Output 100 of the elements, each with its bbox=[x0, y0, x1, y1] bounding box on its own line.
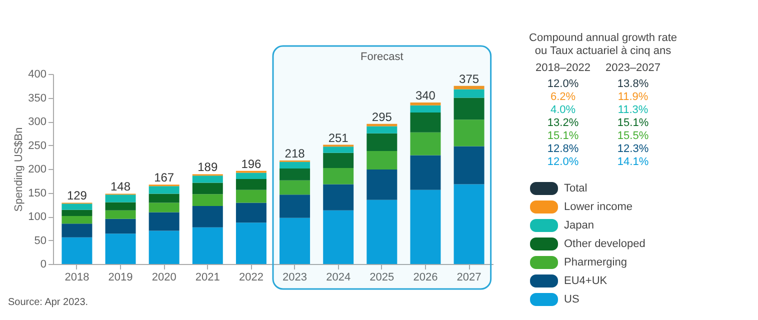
bar bbox=[366, 150, 398, 170]
y-tick-label: 150 bbox=[28, 187, 46, 200]
text: 6.2% bbox=[550, 91, 576, 103]
bar bbox=[62, 204, 92, 210]
bar bbox=[454, 120, 484, 146]
band-label: Forecast bbox=[360, 51, 404, 63]
total-label: 375 bbox=[459, 72, 480, 86]
legend-label: Total bbox=[564, 182, 588, 194]
text: 15.5% bbox=[617, 130, 649, 142]
text: 12.3% bbox=[617, 143, 649, 155]
bar bbox=[105, 218, 136, 234]
x-tick-label: 2027 bbox=[456, 272, 482, 284]
text: 12.8% bbox=[547, 143, 579, 155]
text: 2023–2027 bbox=[605, 62, 661, 74]
text: 2018–2022 bbox=[535, 62, 591, 74]
bar bbox=[192, 182, 223, 194]
bar bbox=[280, 218, 310, 264]
text: 4.0% bbox=[550, 104, 576, 116]
total-label: 129 bbox=[66, 188, 88, 203]
text: Compound annual growth rate bbox=[529, 32, 677, 44]
bar bbox=[366, 133, 398, 151]
x-tick-label: 2026 bbox=[413, 272, 438, 284]
legend-label: Other developed bbox=[564, 238, 646, 250]
y-tick-label: 100 bbox=[28, 211, 46, 223]
bar bbox=[410, 190, 441, 264]
text: 14.1% bbox=[617, 156, 649, 168]
text: ou Taux actuariel à cinq ans bbox=[534, 45, 672, 57]
bar bbox=[454, 184, 484, 264]
bar bbox=[280, 180, 310, 195]
text: 13.2% bbox=[547, 117, 579, 129]
bar bbox=[148, 194, 180, 203]
bar bbox=[148, 230, 180, 264]
bar bbox=[105, 202, 136, 210]
total-label: 218 bbox=[284, 146, 306, 160]
bar bbox=[192, 194, 223, 206]
bar bbox=[410, 155, 441, 190]
y-tick-label: 0 bbox=[40, 258, 46, 270]
bar bbox=[366, 200, 398, 264]
bar bbox=[192, 176, 223, 183]
bar bbox=[148, 186, 180, 194]
bar bbox=[105, 194, 136, 202]
total-label: 295 bbox=[372, 110, 392, 124]
text: 13.8% bbox=[617, 78, 649, 90]
bar bbox=[62, 210, 92, 216]
total-label: 340 bbox=[415, 88, 436, 102]
total-label: 196 bbox=[241, 156, 262, 171]
x-tick-label: 2021 bbox=[195, 272, 220, 284]
total-label: 148 bbox=[110, 180, 131, 194]
bar bbox=[236, 172, 266, 179]
bar bbox=[280, 162, 310, 169]
bar bbox=[236, 178, 266, 190]
bar bbox=[148, 202, 180, 212]
y-axis-title: Spending US$Bn bbox=[13, 127, 26, 212]
total-label: 189 bbox=[198, 160, 218, 174]
y-tick-label: 400 bbox=[28, 68, 46, 80]
bar bbox=[323, 184, 354, 210]
bar bbox=[62, 237, 92, 264]
bar bbox=[366, 124, 398, 126]
total-label: 251 bbox=[328, 130, 349, 145]
bar bbox=[236, 190, 266, 203]
bar bbox=[366, 126, 398, 134]
text: 12.0% bbox=[547, 78, 579, 90]
y-tick-label: 350 bbox=[28, 92, 46, 104]
bar bbox=[410, 112, 441, 132]
y-tick-label: 50 bbox=[34, 234, 46, 247]
x-tick-label: 2023 bbox=[282, 272, 308, 284]
x-tick-label: 2024 bbox=[326, 272, 351, 284]
text: 11.3% bbox=[618, 104, 648, 116]
text: 15.1% bbox=[547, 130, 579, 142]
bar bbox=[410, 105, 441, 112]
bar bbox=[62, 216, 92, 224]
bar bbox=[323, 168, 354, 184]
bar bbox=[105, 210, 136, 219]
y-tick-label: 300 bbox=[28, 116, 46, 128]
x-tick-label: 2018 bbox=[64, 272, 90, 284]
text: 11.9% bbox=[618, 91, 648, 103]
legend-label: Lower income bbox=[564, 201, 632, 213]
bar bbox=[366, 169, 398, 200]
text: 15.1% bbox=[617, 117, 649, 129]
y-tick-label: 200 bbox=[28, 164, 46, 176]
bar bbox=[280, 194, 310, 218]
bar bbox=[236, 202, 266, 223]
total-label: 167 bbox=[154, 170, 174, 185]
bar bbox=[323, 146, 354, 153]
source-note: Source: Apr 2023. bbox=[8, 297, 88, 308]
legend-label: Japan bbox=[564, 220, 594, 232]
x-tick-label: 2022 bbox=[238, 272, 264, 284]
bar bbox=[192, 206, 223, 228]
x-tick-label: 2020 bbox=[152, 272, 176, 284]
y-tick-label: 250 bbox=[28, 140, 46, 152]
bar bbox=[454, 146, 484, 184]
bar bbox=[410, 132, 441, 156]
bar bbox=[62, 224, 92, 238]
bar bbox=[148, 212, 180, 231]
legend-label: US bbox=[564, 294, 580, 306]
bar bbox=[105, 234, 136, 264]
text: 12.0% bbox=[547, 156, 579, 168]
bar bbox=[192, 227, 223, 264]
bar bbox=[454, 89, 484, 98]
x-tick-label: 2025 bbox=[370, 272, 394, 284]
